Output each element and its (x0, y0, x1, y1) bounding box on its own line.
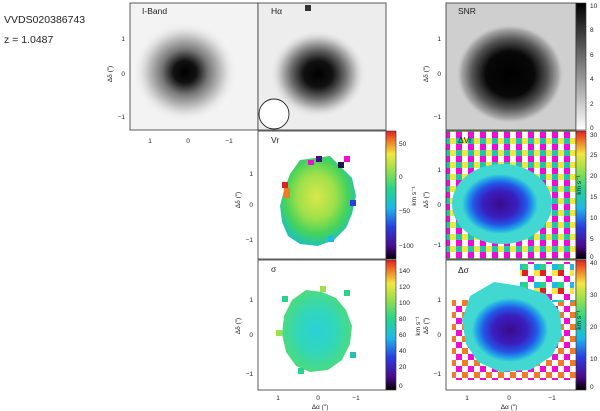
snr-ylabel: Δδ (″) (423, 66, 430, 82)
dvr-ytick: 1 (437, 167, 441, 174)
sigma-colorbar-tick: 0 (399, 383, 403, 390)
sigma-colorbar-tick: 60 (399, 332, 407, 339)
redshift-label: z = 1.0487 (4, 34, 53, 46)
dvr-colorbar-tick: 10 (590, 215, 598, 222)
dvr-ytick: 0 (437, 202, 441, 209)
sigma-ytick: 0 (249, 332, 253, 339)
halpha-label: Hα (271, 6, 282, 16)
sigma-ylabel: Δδ (″) (235, 318, 242, 334)
iband-ytick: 1 (121, 36, 125, 43)
dsigma-colorbar (575, 259, 587, 391)
sigma-panel: σ Δδ (″) 1 0 −1 1 0 −1 Δα (″) 140 120 10… (235, 259, 422, 411)
sigma-label: σ (271, 264, 277, 274)
dvr-colorbar-tick: 15 (590, 194, 598, 201)
dsigma-xlabel: Δα (″) (501, 404, 518, 411)
dvr-colorbar-tick: 5 (590, 236, 594, 243)
sigma-colorbar-tick: 120 (399, 284, 410, 291)
dsigma-panel: Δσ Δδ (″) 1 0 −1 1 0 −1 Δα (″) 40 30 20 … (423, 259, 598, 411)
snr-ytick: −1 (434, 114, 442, 121)
sigma-xlabel: Δα (″) (312, 404, 329, 411)
sigma-colorbar-tick: 100 (399, 300, 410, 307)
dsigma-ylabel: Δδ (″) (423, 318, 430, 334)
snr-colorbar-tick: 8 (590, 27, 594, 34)
iband-xtick: −1 (225, 138, 233, 145)
vr-panel: Vr Δδ (″) 1 0 −1 50 0 −50 −100 km s⁻¹ (235, 130, 418, 260)
snr-ytick: 0 (437, 71, 441, 78)
vr-ylabel: Δδ (″) (235, 192, 242, 208)
snr-colorbar-tick: 0 (590, 125, 594, 132)
dsigma-colorbar-tick: 30 (590, 292, 598, 299)
dvr-colorbar-unit: km s⁻¹ (576, 175, 583, 195)
sigma-colorbar (385, 259, 397, 391)
vr-colorbar-tick: −50 (399, 208, 410, 215)
iband-xtick: 1 (148, 138, 152, 145)
dsigma-colorbar-tick: 10 (590, 356, 598, 363)
sigma-colorbar-tick: 20 (399, 364, 407, 371)
halpha-panel: Hα (257, 2, 387, 131)
dvr-ylabel: Δδ (″) (423, 192, 430, 208)
vr-colorbar-tick: 0 (399, 174, 403, 181)
vr-ytick: 0 (249, 202, 253, 209)
snr-colorbar (575, 2, 587, 131)
dsigma-ytick: −1 (434, 371, 442, 378)
dvr-label: ΔVr (458, 135, 472, 145)
iband-label: I-Band (142, 6, 167, 16)
snr-colorbar-tick: 4 (590, 76, 594, 83)
iband-ytick: −1 (118, 114, 126, 121)
dsigma-colorbar-tick: 20 (590, 324, 598, 331)
dvr-colorbar-tick: 30 (590, 132, 598, 139)
vr-colorbar-unit: km s⁻¹ (411, 186, 418, 206)
vr-label: Vr (271, 135, 279, 145)
sigma-colorbar-tick: 80 (399, 316, 407, 323)
dsigma-ytick: 1 (437, 297, 441, 304)
iband-xtick: 0 (186, 138, 190, 145)
sigma-ytick: −1 (246, 371, 254, 378)
object-id: VVDS020386743 (4, 14, 85, 26)
vr-ytick: 1 (249, 171, 253, 178)
dsigma-ytick: 0 (437, 332, 441, 339)
sigma-xtick: −1 (352, 395, 360, 402)
dsigma-colorbar-tick: 40 (590, 260, 598, 267)
sigma-xtick: 0 (316, 395, 320, 402)
snr-colorbar-tick: 10 (590, 3, 598, 10)
sigma-colorbar-tick: 40 (399, 348, 407, 355)
dsigma-label: Δσ (458, 265, 470, 275)
dsigma-colorbar-unit: km s⁻¹ (576, 310, 583, 330)
dsigma-xtick: 0 (507, 395, 511, 402)
iband-panel: I-Band Δδ (″) 1 0 −1 1 0 −1 (107, 2, 259, 145)
sigma-ytick: 1 (249, 297, 253, 304)
dvr-colorbar-tick: 20 (590, 173, 598, 180)
snr-label: SNR (458, 6, 476, 16)
snr-colorbar-tick: 2 (590, 101, 594, 108)
sigma-colorbar-tick: 140 (399, 268, 410, 275)
dsigma-colorbar-tick: 0 (590, 384, 594, 391)
vr-ytick: −1 (246, 237, 254, 244)
vr-colorbar-tick: −100 (399, 243, 414, 250)
dvr-colorbar-tick: 0 (590, 254, 594, 261)
vr-colorbar-tick: 50 (399, 141, 407, 148)
snr-colorbar-tick: 6 (590, 52, 594, 59)
dvr-colorbar-tick: 25 (590, 152, 598, 159)
dsigma-xtick: 1 (465, 395, 469, 402)
snr-panel: SNR Δδ (″) 1 0 −1 10 8 6 4 2 0 (423, 2, 598, 132)
iband-ylabel: Δδ (″) (107, 66, 114, 82)
snr-ytick: 1 (437, 36, 441, 43)
vr-colorbar (385, 130, 397, 260)
dvr-panel: ΔVr Δδ (″) 1 0 −1 30 25 20 15 10 5 0 km … (423, 130, 598, 261)
dvr-ytick: −1 (434, 242, 442, 249)
dsigma-xtick: −1 (548, 395, 556, 402)
psf-circle (258, 98, 290, 130)
sigma-xtick: 1 (276, 395, 280, 402)
sigma-colorbar-unit: km s⁻¹ (415, 316, 422, 336)
iband-ytick: 0 (121, 71, 125, 78)
dvr-colorbar (575, 130, 587, 260)
